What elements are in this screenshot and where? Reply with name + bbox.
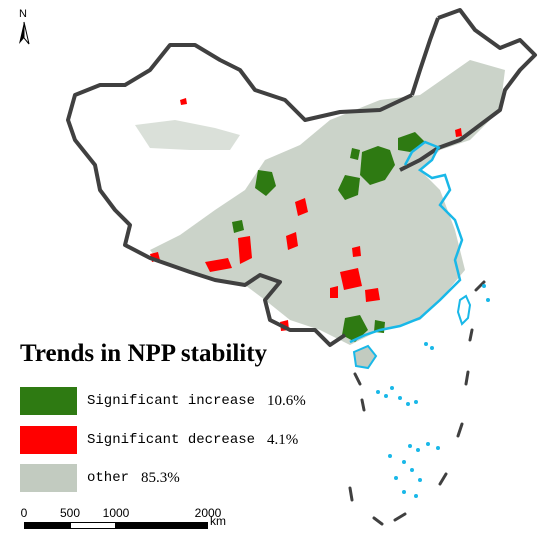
national-border <box>66 8 537 347</box>
north-arrow: N <box>13 8 37 50</box>
dash-segment <box>464 370 470 386</box>
island-dot <box>486 298 490 302</box>
dash-segment <box>438 472 448 486</box>
legend-value: 10.6% <box>267 392 306 409</box>
legend-swatch-other <box>20 464 77 492</box>
legend-value: 4.1% <box>267 431 299 448</box>
scale-bar: 0 500 1000 2000 km <box>18 506 268 546</box>
legend-item-other: other 85.3% <box>20 464 180 492</box>
island-dot <box>394 476 398 480</box>
island-dot <box>414 400 418 404</box>
island-dot <box>426 442 430 446</box>
decrease-patch <box>286 232 298 250</box>
decrease-patch <box>295 198 308 216</box>
taiwan-outline <box>456 294 472 326</box>
legend-swatch-increase <box>20 387 77 415</box>
dash-segment <box>353 372 362 386</box>
increase-patch <box>350 148 360 160</box>
scale-segment <box>24 522 70 529</box>
increase-patch <box>232 220 244 233</box>
decrease-patch <box>330 286 338 298</box>
island-dot <box>398 396 402 400</box>
island-dot <box>388 454 392 458</box>
island-dot <box>408 444 412 448</box>
legend-item-decrease: Significant decrease 4.1% <box>20 426 298 454</box>
island-dot <box>402 460 406 464</box>
south-sea-islands <box>376 284 490 498</box>
increase-patch <box>360 146 395 185</box>
legend-label: other <box>87 470 130 486</box>
north-arrow-icon <box>19 21 30 45</box>
decrease-patch <box>180 98 187 105</box>
increase-patch <box>255 170 276 196</box>
island-dot <box>424 342 428 346</box>
hainan-outline <box>352 344 378 370</box>
island-dot <box>376 390 380 394</box>
scale-tick: 2000 <box>194 506 222 520</box>
north-letter: N <box>19 8 27 20</box>
decrease-patch <box>340 268 362 290</box>
island-dot <box>436 446 440 450</box>
coastline <box>349 147 464 344</box>
island-dot <box>406 402 410 406</box>
decrease-patches <box>150 98 462 331</box>
decrease-patch <box>238 236 252 264</box>
dash-segment <box>372 516 384 526</box>
scale-segment <box>116 522 208 529</box>
decrease-patch <box>365 288 380 302</box>
dash-segment <box>360 398 366 412</box>
island-dot <box>390 386 394 390</box>
increase-patch <box>398 132 425 152</box>
island-dot <box>414 494 418 498</box>
scale-unit: km <box>210 514 226 528</box>
island-dot <box>384 394 388 398</box>
legend-value: 85.3% <box>141 469 180 486</box>
legend-label: Significant increase <box>87 393 256 409</box>
npp-other-west <box>135 120 240 150</box>
scale-tick: 1000 <box>102 506 130 520</box>
northeast-border <box>410 17 440 96</box>
legend-swatch-decrease <box>20 426 77 454</box>
legend-label: Significant decrease <box>87 432 256 448</box>
decrease-patch <box>352 246 361 257</box>
island-dot <box>418 478 422 482</box>
dash-segment <box>456 422 464 438</box>
dash-segment <box>474 280 486 292</box>
scale-tick: 0 <box>20 506 28 520</box>
dash-segment <box>348 486 354 502</box>
decrease-patch <box>205 258 232 272</box>
decrease-patch <box>455 128 462 137</box>
island-dot <box>410 468 414 472</box>
increase-patch <box>342 315 368 342</box>
scale-tick: 500 <box>59 506 81 520</box>
increase-patch <box>338 175 360 200</box>
scale-segment <box>70 522 116 529</box>
island-dot <box>482 284 486 288</box>
island-dot <box>402 490 406 494</box>
nine-dash-line <box>348 280 486 526</box>
island-dot <box>416 448 420 452</box>
legend-title: Trends in NPP stability <box>20 340 268 367</box>
dash-segment <box>468 328 474 342</box>
npp-other-region <box>150 60 505 345</box>
dash-segment <box>393 512 407 522</box>
island-dot <box>430 346 434 350</box>
bohai-coast <box>403 140 441 166</box>
legend-item-increase: Significant increase 10.6% <box>20 387 306 415</box>
